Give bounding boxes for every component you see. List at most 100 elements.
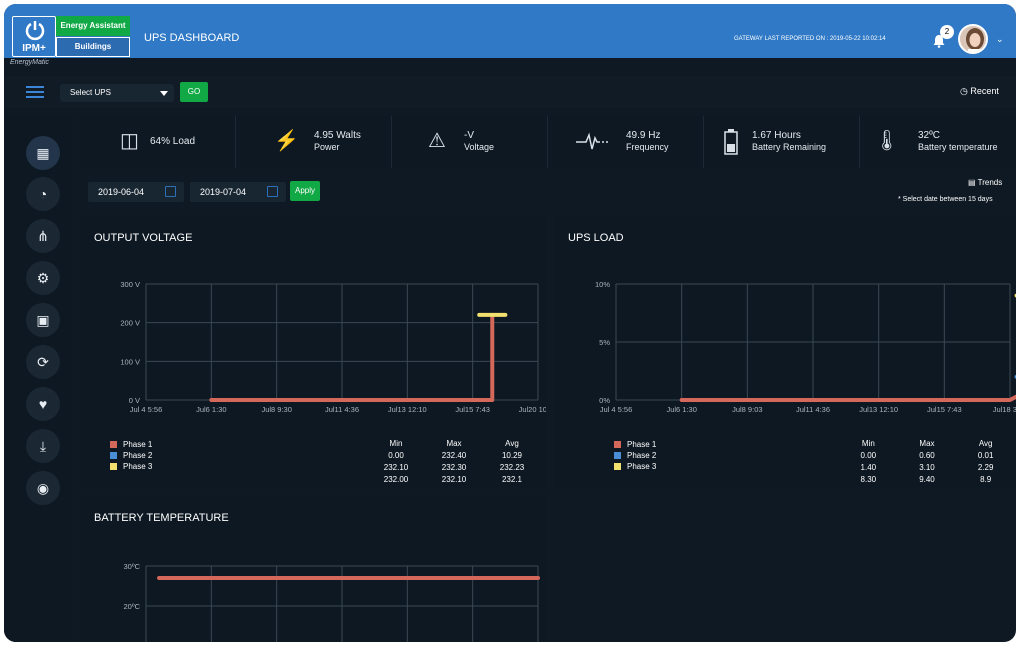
x-tick-label: Jul 4 5:56 xyxy=(130,405,163,414)
download-icon: ⤓ xyxy=(39,438,47,454)
menu-icon[interactable] xyxy=(26,86,44,98)
y-tick-label: 10% xyxy=(595,280,610,289)
legend-item: Phase 2 xyxy=(614,451,656,462)
y-tick-label: 5% xyxy=(599,338,610,347)
start-date-input[interactable]: 2019-06-04 xyxy=(88,182,184,202)
energy-assistant-button[interactable]: Energy Assistant xyxy=(56,16,130,36)
sidebar-item-analytics[interactable]: ◔ xyxy=(26,177,60,211)
stat-power-label: Power xyxy=(314,142,340,152)
dashboard-icon: ▦ xyxy=(36,145,50,161)
end-date-input[interactable]: 2019-07-04 xyxy=(190,182,286,202)
cell: 8.30 xyxy=(860,474,877,484)
cell: 10.29 xyxy=(501,450,523,460)
cell: 9.40 xyxy=(919,474,935,484)
sidebar-item-download[interactable]: ⤓ xyxy=(26,429,60,463)
waveform-icon xyxy=(576,132,608,150)
sidebar-item-profile[interactable]: ◉ xyxy=(26,471,60,505)
sidebar-item-settings[interactable]: ⚙ xyxy=(26,261,60,295)
legend-item: Phase 3 xyxy=(614,462,656,473)
lightning-icon: ⚡ xyxy=(274,130,299,152)
x-tick-label: Jul20 10:50 xyxy=(519,405,546,414)
x-tick-label: Jul15 7:43 xyxy=(455,405,490,414)
recent-button[interactable]: ◷ Recent xyxy=(960,86,999,97)
col-min: Min xyxy=(861,438,875,448)
x-tick-label: Jul11 4:36 xyxy=(325,405,359,414)
user-icon: ◉ xyxy=(36,480,50,496)
legend-label: Phase 3 xyxy=(123,462,153,471)
ups-load-panel: UPS LOAD 10% 5% 0% Jul 4 5:56 Jul6 1:30 Jul8 … xyxy=(554,216,1016,488)
stat-voltage: ⚠ -V Voltage xyxy=(392,116,548,168)
legend-label: Phase 1 xyxy=(627,440,657,449)
stat-voltage-label: Voltage xyxy=(464,142,495,152)
phase2-swatch xyxy=(614,452,621,459)
x-tick-label: Jul8 9:30 xyxy=(261,405,291,414)
sidebar-item-hierarchy[interactable]: ⋔ xyxy=(26,219,60,253)
legend-item: Phase 1 xyxy=(110,440,152,451)
cell: 232.30 xyxy=(441,462,467,472)
refresh-icon: ⟳ xyxy=(37,354,49,370)
sidebar-item-health[interactable]: ♥ xyxy=(26,387,60,421)
cell: 1.40 xyxy=(860,462,877,472)
calendar-icon[interactable] xyxy=(165,186,176,197)
series-line-phase-1 xyxy=(679,394,1016,402)
avatar[interactable] xyxy=(958,24,988,54)
battery-temperature-panel: BATTERY TEMPERATURE 30ºC20ºC10ºC xyxy=(80,496,546,642)
page-title: UPS DASHBOARD xyxy=(144,32,240,44)
map-icon: ▣ xyxy=(36,312,50,328)
col-max: Max xyxy=(919,438,935,448)
power-icon xyxy=(25,21,45,41)
phase3-swatch xyxy=(110,463,117,470)
cell: 0.00 xyxy=(860,450,877,460)
cell: 0.00 xyxy=(388,450,404,460)
stat-battery: 1.67 Hours Battery Remaining xyxy=(704,116,860,168)
col-min: Min xyxy=(389,438,403,448)
chart-icon: ▤ xyxy=(968,178,976,187)
sidebar-item-dashboard[interactable]: ▦ xyxy=(26,136,60,170)
top-bar: IPM+ Energy Assistant Buildings UPS DASH… xyxy=(4,4,1016,58)
phase1-swatch xyxy=(614,441,621,448)
series-line-phase-1 xyxy=(209,312,495,402)
chevron-down-icon[interactable]: ⌄ xyxy=(996,34,1004,44)
go-button[interactable]: GO xyxy=(180,82,208,102)
ups-select[interactable]: Select UPS xyxy=(60,84,174,102)
stat-battery-value: 1.67 Hours xyxy=(752,130,801,141)
stats-bar: ◫ 64% Load ⚡ 4.95 Walts Power ⚠ -V Volta… xyxy=(80,116,1016,168)
stat-frequency-label: Frequency xyxy=(626,142,669,152)
sidebar-item-map[interactable]: ▣ xyxy=(26,303,60,337)
gateway-status: GATEWAY LAST REPORTED ON : 2019-05-22 10… xyxy=(734,36,886,42)
user-photo-icon xyxy=(960,26,986,52)
buildings-button[interactable]: Buildings xyxy=(56,37,130,57)
col-avg: Avg xyxy=(978,438,993,448)
output-voltage-panel: OUTPUT VOLTAGE 300 V 200 V 100 V 0 V Jul 4 5… xyxy=(80,216,546,488)
cell: 232.10 xyxy=(383,462,409,472)
trends-label: Trends xyxy=(977,178,1003,187)
pie-chart-icon: ◔ xyxy=(38,186,48,202)
app-window: IPM+ Energy Assistant Buildings UPS DASH… xyxy=(4,4,1016,642)
x-tick-label: Jul8 9:03 xyxy=(732,405,762,414)
y-tick-label: 200 V xyxy=(120,319,140,328)
calendar-icon[interactable] xyxy=(267,186,278,197)
apply-button[interactable]: Apply xyxy=(290,181,320,201)
y-tick-label: 100 V xyxy=(120,357,140,366)
col-avg: Avg xyxy=(505,438,519,448)
ups-load-chart: 10% 5% 0%Jul 4 5:56 Jul6 1:30 Jul8 9:03 Jul11… xyxy=(595,280,1016,414)
sitemap-icon: ⋔ xyxy=(37,228,49,244)
cell: 8.9 xyxy=(980,474,992,484)
stat-load-value: 64% Load xyxy=(150,136,196,147)
panel-title: OUTPUT VOLTAGE xyxy=(94,232,193,244)
legend: Phase 1 Phase 2 Phase 3 xyxy=(110,440,152,473)
trends-button[interactable]: ▤ Trends xyxy=(968,178,1002,187)
stat-power-value: 4.95 Walts xyxy=(314,130,361,141)
legend-item: Phase 2 xyxy=(110,451,152,462)
stats-table: Min Max Avg 0.00 232.40 10.29 232.10 232.30 23… xyxy=(366,436,542,486)
panel-title: UPS LOAD xyxy=(568,232,624,244)
x-tick-label: Jul13 12:10 xyxy=(859,405,898,414)
sidebar-item-sync[interactable]: ⟳ xyxy=(26,345,60,379)
y-tick-label: 0 V xyxy=(129,396,140,405)
app-logo[interactable]: IPM+ xyxy=(12,16,56,57)
x-tick-label: Jul 4 5:56 xyxy=(600,405,633,414)
legend-label: Phase 2 xyxy=(123,451,153,460)
stats-table: Min Max Avg 0.00 0.60 0.01 1.40 3.10 2.29 8.30… xyxy=(838,436,1016,486)
cell: 232.00 xyxy=(383,474,409,484)
